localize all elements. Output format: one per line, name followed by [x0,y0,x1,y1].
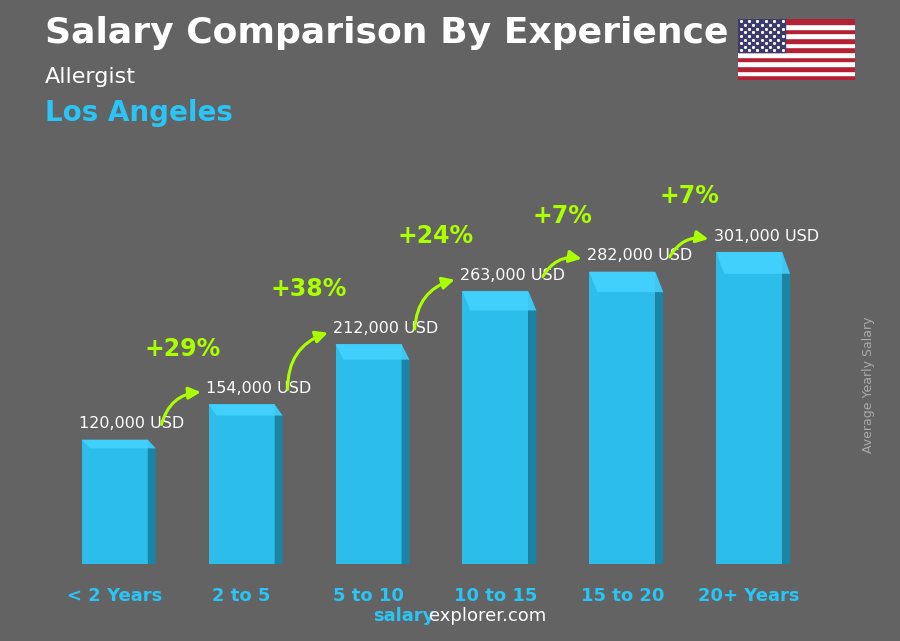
Text: 154,000 USD: 154,000 USD [206,381,311,396]
Bar [738,52,855,56]
Polygon shape [336,344,410,360]
Text: salary: salary [374,607,435,625]
Text: +7%: +7% [660,185,720,208]
Text: +38%: +38% [271,277,347,301]
Polygon shape [590,272,655,564]
Text: 301,000 USD: 301,000 USD [714,229,819,244]
Bar [738,19,855,24]
Polygon shape [463,292,528,564]
Bar [738,71,855,76]
Bar [738,29,855,33]
Polygon shape [782,252,790,564]
Text: 5 to 10: 5 to 10 [333,587,404,605]
Text: +24%: +24% [398,224,474,248]
Text: Salary Comparison By Experience: Salary Comparison By Experience [45,16,728,50]
Polygon shape [655,272,663,564]
Polygon shape [716,252,790,274]
Text: 120,000 USD: 120,000 USD [79,417,184,431]
Text: 282,000 USD: 282,000 USD [587,248,692,263]
Polygon shape [336,344,401,564]
Bar [738,43,855,47]
Polygon shape [148,440,156,564]
Polygon shape [274,404,283,564]
Polygon shape [82,440,156,448]
Bar [738,66,855,71]
Bar [738,47,855,52]
Polygon shape [463,292,536,310]
Text: 2 to 5: 2 to 5 [212,587,271,605]
Bar [738,19,785,52]
Text: 10 to 15: 10 to 15 [454,587,537,605]
Polygon shape [401,344,410,564]
Text: explorer.com: explorer.com [429,607,546,625]
Text: +7%: +7% [533,204,593,228]
Bar [738,62,855,66]
Polygon shape [209,404,274,564]
Bar [738,56,855,62]
Polygon shape [528,292,536,564]
Polygon shape [82,440,148,564]
Bar [738,76,855,80]
Text: Los Angeles: Los Angeles [45,99,233,128]
Text: 212,000 USD: 212,000 USD [333,321,438,336]
Text: +29%: +29% [144,337,220,361]
Polygon shape [209,404,283,415]
Text: 15 to 20: 15 to 20 [580,587,664,605]
Bar [738,38,855,43]
Text: < 2 Years: < 2 Years [68,587,162,605]
Text: Average Yearly Salary: Average Yearly Salary [862,317,875,453]
Bar [738,24,855,29]
Text: Allergist: Allergist [45,67,136,87]
Bar [738,33,855,38]
Polygon shape [590,272,663,292]
Polygon shape [716,252,782,564]
Text: 20+ Years: 20+ Years [698,587,800,605]
Text: 263,000 USD: 263,000 USD [460,268,565,283]
